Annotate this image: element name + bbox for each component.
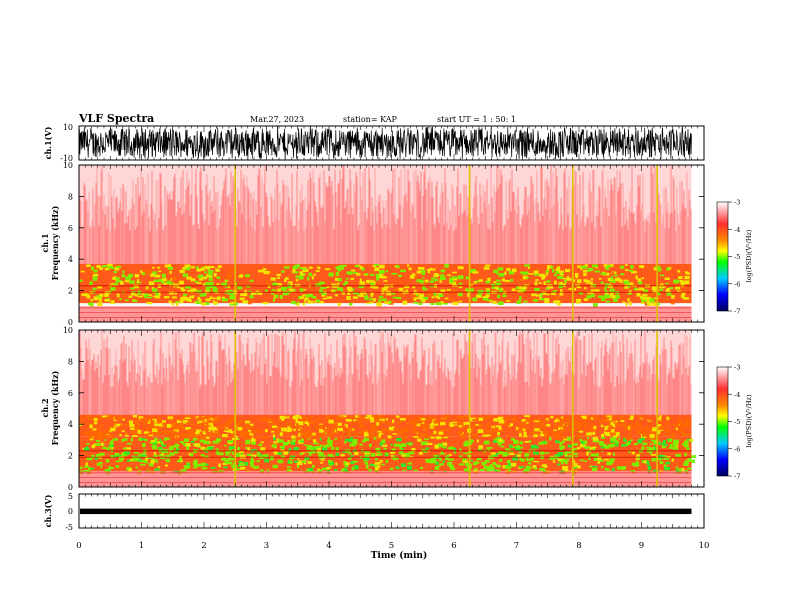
- time-axis-tick-label: 5: [389, 541, 394, 551]
- station-label: station= KAP: [343, 115, 398, 124]
- time-axis-tick-label: 7: [514, 541, 519, 551]
- ch1-ytick-bottom: -10: [60, 154, 73, 163]
- colorbar-tick-label: -3: [734, 199, 740, 207]
- time-axis-ticks: [78, 126, 705, 528]
- ch3-ytick-bottom: -5: [65, 523, 73, 532]
- colorbar-tick-label: -4: [734, 226, 740, 234]
- colorbar-tick-label: -5: [734, 253, 740, 261]
- time-axis-tick-label: 10: [699, 541, 710, 551]
- ch2-spectrogram-panel: 10 8 6 4 2 0 ch.2 Frequency (kHz): [40, 326, 705, 492]
- ch1-waveform-ylabel: ch.1(V): [43, 126, 53, 159]
- ch3-waveform-ylabel: ch.3(V): [43, 494, 53, 527]
- colorbar-tick-label: -7: [734, 473, 740, 481]
- ch3-waveform-panel: 5 0 -5 ch.3(V): [43, 492, 705, 532]
- colorbar-tick-label: -6: [734, 445, 740, 453]
- spec2-ytick-label: 8: [68, 357, 73, 366]
- spec2-ytick-label: 0: [68, 483, 73, 492]
- ch2-spectrogram-ylabel-line1: ch.2: [40, 398, 50, 417]
- spec1-ytick-label: 2: [68, 287, 73, 296]
- ch2-colorbar: -3 -4 -5 -6 -7 log(PSD)(V²/Hz): [716, 364, 753, 481]
- colorbar-tick-label: -7: [734, 308, 740, 316]
- time-axis-tick-labels: 0 1 2 3 4 5 6 7 8 9 10: [76, 541, 709, 551]
- date-label: Mar.27, 2023: [250, 115, 304, 124]
- time-axis-tick-label: 2: [201, 541, 206, 551]
- time-axis-tick-label: 3: [264, 541, 269, 551]
- ch1-spectrogram-ylabel-line2: Frequency (kHz): [50, 205, 60, 280]
- time-axis-tick-label: 4: [326, 541, 331, 551]
- spec2-ytick-label: 2: [68, 452, 73, 461]
- ch1-ytick-top: 10: [63, 123, 73, 132]
- ch1-colorbar-label: log(PSD)(V²/Hz): [745, 229, 753, 282]
- ch1-colorbar: -3 -4 -5 -6 -7 log(PSD)(V²/Hz): [716, 199, 753, 316]
- spec1-ytick-label: 6: [68, 224, 73, 233]
- spec1-ytick-label: 4: [68, 255, 73, 264]
- ch2-spectrogram-ylabel-line2: Frequency (kHz): [50, 370, 60, 445]
- spec1-ytick-label: 10: [63, 161, 73, 170]
- ch1-waveform-trace: [78, 126, 692, 160]
- time-axis-tick-label: 1: [139, 541, 144, 551]
- colorbar-tick-label: -5: [734, 418, 740, 426]
- figure-title: VLF Spectra: [78, 112, 154, 125]
- ch1-spectrogram-ylabel-line1: ch.1: [40, 233, 50, 252]
- start-time-label: start UT = 1 : 50: 1: [437, 115, 516, 124]
- spec1-ytick-label: 8: [68, 192, 73, 201]
- spec2-ytick-label: 10: [63, 326, 73, 335]
- ch1-colorbar-gradient: [716, 201, 729, 312]
- colorbar-tick-label: -3: [734, 364, 740, 372]
- ch3-ytick-top: 5: [68, 492, 73, 501]
- spec1-ytick-label: 0: [68, 318, 73, 327]
- spec2-ytick-label: 4: [68, 420, 73, 429]
- ch3-ytick-mid: 0: [68, 507, 73, 516]
- colorbar-tick-label: -4: [734, 391, 740, 399]
- time-axis-tick-label: 0: [76, 541, 81, 551]
- ch2-colorbar-gradient: [716, 366, 729, 477]
- time-axis-tick-label: 9: [639, 541, 644, 551]
- time-axis-label: Time (min): [371, 550, 428, 561]
- time-axis-tick-label: 6: [451, 541, 456, 551]
- colorbar-tick-label: -6: [734, 280, 740, 288]
- ch1-spectrogram-image: [78, 165, 692, 322]
- ch2-spectrogram-image: [78, 330, 697, 487]
- time-axis-tick-label: 8: [576, 541, 581, 551]
- ch1-spectrogram-panel: 10 8 6 4 2 0 ch.1 Frequency (kHz): [40, 161, 705, 327]
- ch3-waveform-trace: [80, 508, 692, 515]
- spec2-ytick-label: 6: [68, 389, 73, 398]
- ch1-waveform-panel: 10 -10 ch.1(V): [43, 123, 705, 163]
- ch2-colorbar-label: log(PSD)(V²/Hz): [745, 394, 753, 447]
